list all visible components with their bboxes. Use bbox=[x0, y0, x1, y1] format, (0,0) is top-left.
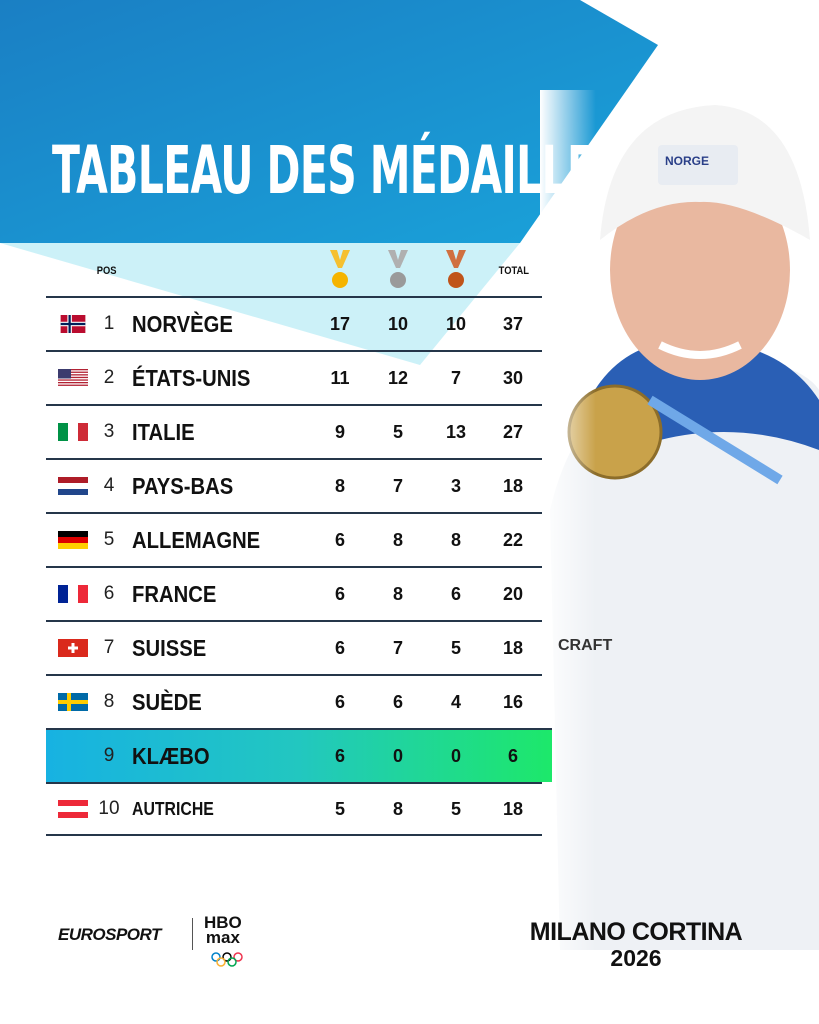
total-count: 18 bbox=[502, 637, 524, 658]
gold-count: 11 bbox=[330, 367, 350, 388]
silver-count: 8 bbox=[392, 529, 403, 550]
position: 10 bbox=[98, 798, 120, 819]
table-row: 10 AUTRICHE 5 8 5 18 bbox=[46, 782, 542, 836]
position: 5 bbox=[103, 529, 115, 550]
table-row: 2 ÉTATS-UNIS 11 12 7 30 bbox=[46, 350, 542, 404]
total-count: 27 bbox=[502, 421, 524, 442]
silver-count: 5 bbox=[392, 421, 403, 442]
table-row: 1 NORVÈGE 17 10 10 37 bbox=[46, 296, 542, 350]
flag-usa-icon bbox=[58, 369, 88, 387]
athlete-photo: NORGE CRAFT bbox=[540, 90, 819, 950]
flag-italy-icon bbox=[58, 423, 88, 441]
table-row: 4 PAYS-BAS 8 7 3 18 bbox=[46, 458, 542, 512]
country-name: SUÈDE bbox=[132, 688, 202, 715]
flag-norway-icon bbox=[58, 315, 88, 333]
medal-table: 1 NORVÈGE 17 10 10 37 2 ÉTATS-UNIS 11 12 7 30 3 ITALI… bbox=[46, 296, 552, 836]
table-row: 8 SUÈDE 6 6 4 16 bbox=[46, 674, 542, 728]
bronze-count: 8 bbox=[450, 529, 461, 550]
gold-count: 8 bbox=[334, 475, 345, 496]
position: 7 bbox=[103, 637, 115, 658]
bronze-count: 13 bbox=[445, 421, 467, 442]
table-row-highlighted: 9 KLÆBO 6 0 0 6 bbox=[46, 728, 552, 782]
silver-medal-icon bbox=[388, 250, 408, 288]
total-count: 37 bbox=[502, 313, 524, 334]
gold-count: 6 bbox=[334, 691, 345, 712]
eurosport-logo: EUROSPORT bbox=[58, 925, 161, 944]
flag-france-icon bbox=[58, 585, 88, 603]
silver-count: 8 bbox=[392, 798, 403, 819]
position: 6 bbox=[103, 583, 115, 604]
position: 9 bbox=[103, 745, 115, 766]
position: 4 bbox=[103, 475, 115, 496]
table-row: 7 SUISSE 6 7 5 18 bbox=[46, 620, 542, 674]
silver-count: 0 bbox=[392, 745, 403, 766]
position: 2 bbox=[103, 367, 115, 388]
bronze-count: 3 bbox=[450, 475, 461, 496]
position: 3 bbox=[103, 421, 115, 442]
gold-count: 6 bbox=[334, 745, 345, 766]
bronze-count: 5 bbox=[450, 637, 461, 658]
country-name: ALLEMAGNE bbox=[132, 526, 261, 553]
gold-count: 6 bbox=[334, 637, 345, 658]
bronze-count: 6 bbox=[450, 583, 461, 604]
country-name: ÉTATS-UNIS bbox=[132, 364, 251, 391]
total-count: 30 bbox=[502, 367, 524, 388]
flag-netherlands-icon bbox=[58, 477, 88, 495]
gold-count: 6 bbox=[334, 529, 345, 550]
total-count: 16 bbox=[502, 691, 524, 712]
table-row: 5 ALLEMAGNE 6 8 8 22 bbox=[46, 512, 542, 566]
country-name: NORVÈGE bbox=[132, 310, 233, 337]
bronze-count: 10 bbox=[445, 313, 467, 334]
event-year: 2026 bbox=[610, 945, 662, 971]
total-header: TOTAL bbox=[498, 265, 529, 277]
silver-count: 12 bbox=[387, 367, 409, 388]
total-count: 18 bbox=[502, 798, 524, 819]
flag-austria-icon bbox=[58, 800, 88, 818]
table-row: 6 FRANCE 6 8 6 20 bbox=[46, 566, 542, 620]
page-title: TABLEAU DES MÉDAILLES bbox=[52, 132, 624, 209]
silver-count: 6 bbox=[392, 691, 403, 712]
bronze-count: 5 bbox=[450, 798, 461, 819]
total-count: 20 bbox=[502, 583, 524, 604]
hbo-logo: HBO bbox=[204, 913, 242, 932]
pos-header: POS bbox=[96, 265, 117, 277]
olympic-rings-icon bbox=[211, 952, 243, 967]
gold-count: 17 bbox=[329, 313, 351, 334]
total-count: 18 bbox=[502, 475, 524, 496]
silver-count: 8 bbox=[392, 583, 403, 604]
country-name: ITALIE bbox=[132, 418, 195, 445]
country-name: FRANCE bbox=[132, 580, 217, 607]
bronze-count: 7 bbox=[450, 367, 461, 388]
gold-medal-icon bbox=[330, 250, 350, 288]
country-name: PAYS-BAS bbox=[132, 472, 234, 499]
flag-sweden-icon bbox=[58, 693, 88, 711]
flag-switzerland-icon bbox=[58, 639, 88, 657]
bronze-count: 0 bbox=[450, 745, 461, 766]
table-row: 3 ITALIE 9 5 13 27 bbox=[46, 404, 542, 458]
hat-text: NORGE bbox=[665, 154, 709, 168]
silver-count: 7 bbox=[392, 637, 403, 658]
flag-germany-icon bbox=[58, 531, 88, 549]
gold-count: 6 bbox=[334, 583, 345, 604]
silver-count: 10 bbox=[387, 313, 409, 334]
position: 1 bbox=[103, 313, 115, 334]
total-count: 22 bbox=[502, 529, 524, 550]
logo-divider bbox=[192, 918, 193, 950]
position: 8 bbox=[103, 691, 115, 712]
silver-count: 7 bbox=[392, 475, 403, 496]
gold-count: 9 bbox=[334, 421, 345, 442]
bronze-count: 4 bbox=[450, 691, 461, 712]
jacket-brand-text: CRAFT bbox=[558, 637, 612, 654]
country-name: AUTRICHE bbox=[132, 798, 214, 819]
max-logo: max bbox=[205, 928, 240, 947]
country-name: SUISSE bbox=[132, 634, 207, 661]
milano-cortina-logo: MILANO CORTINA bbox=[529, 918, 743, 946]
country-name: KLÆBO bbox=[132, 742, 210, 769]
bronze-medal-icon bbox=[446, 250, 466, 288]
total-count: 6 bbox=[507, 745, 518, 766]
gold-count: 5 bbox=[334, 798, 345, 819]
